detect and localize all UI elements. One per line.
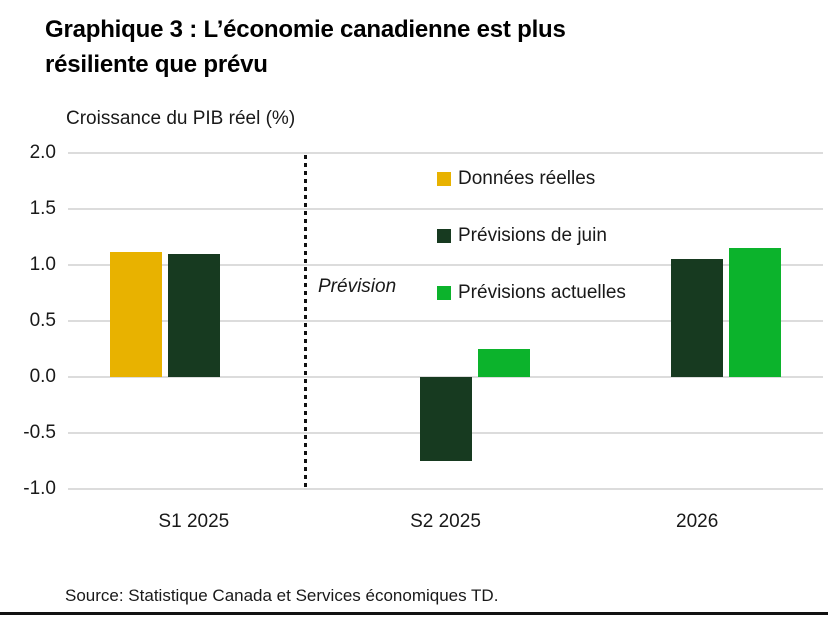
y-tick-label-1.0: 1.0 xyxy=(29,254,56,275)
legend-item-previsions-de-juin: Prévisions de juin xyxy=(437,225,626,246)
legend-swatch-previsions-actuelles xyxy=(437,285,451,300)
y-tick-label--0.5: -0.5 xyxy=(23,422,56,443)
legend-swatch-donnees-reelles xyxy=(437,171,451,186)
forecast-divider-dotted-line xyxy=(304,155,307,489)
gridline-2.0 xyxy=(68,152,823,154)
y-axis-title: Croissance du PIB réel (%) xyxy=(66,108,296,129)
legend-item-previsions-actuelles: Prévisions actuelles xyxy=(437,282,626,303)
legend-swatch-previsions-de-juin xyxy=(437,228,451,243)
legend: Données réelles Prévisions de juin Prévisi… xyxy=(437,168,626,303)
bar-s2-2025-previsions-actuelles xyxy=(477,349,530,377)
y-tick-label-0.5: 0.5 xyxy=(29,310,56,331)
bar-s2-2025-previsions-de-juin xyxy=(419,377,472,461)
bar-s1-2025-donnees-reelles xyxy=(109,251,162,377)
x-tick-label-2026: 2026 xyxy=(676,511,719,532)
chart-title: Graphique 3 : L’économie canadienne est … xyxy=(45,12,765,82)
legend-label-previsions-actuelles: Prévisions actuelles xyxy=(458,281,626,303)
x-tick-label-s1-2025: S1 2025 xyxy=(158,511,230,532)
legend-label-previsions-de-juin: Prévisions de juin xyxy=(458,224,607,246)
bar-2026-previsions-actuelles xyxy=(729,248,782,377)
bottom-rule xyxy=(0,612,828,615)
bar-2026-previsions-de-juin xyxy=(671,259,724,377)
gridline-1.0 xyxy=(68,264,823,266)
chart-title-line-2: résiliente que prévu xyxy=(45,51,268,78)
forecast-label: Prévision xyxy=(318,276,397,297)
y-tick-label-0.0: 0.0 xyxy=(29,366,56,387)
y-tick-label--1.0: -1.0 xyxy=(23,478,56,499)
gridline-1.5 xyxy=(68,208,823,210)
y-tick-label-1.5: 1.5 xyxy=(29,198,56,219)
bar-s1-2025-previsions-de-juin xyxy=(167,253,220,377)
gridline--1.0 xyxy=(68,488,823,490)
x-tick-label-s2-2025: S2 2025 xyxy=(410,511,481,532)
legend-label-donnees-reelles: Données réelles xyxy=(458,167,596,189)
gridline-0.5 xyxy=(68,320,823,322)
source-note: Source: Statistique Canada et Services é… xyxy=(65,586,499,605)
chart-title-line-1: Graphique 3 : L’économie canadienne est … xyxy=(45,16,566,43)
plot-area xyxy=(68,152,823,490)
legend-item-donnees-reelles: Données réelles xyxy=(437,168,626,189)
y-tick-label-2.0: 2.0 xyxy=(29,142,56,163)
